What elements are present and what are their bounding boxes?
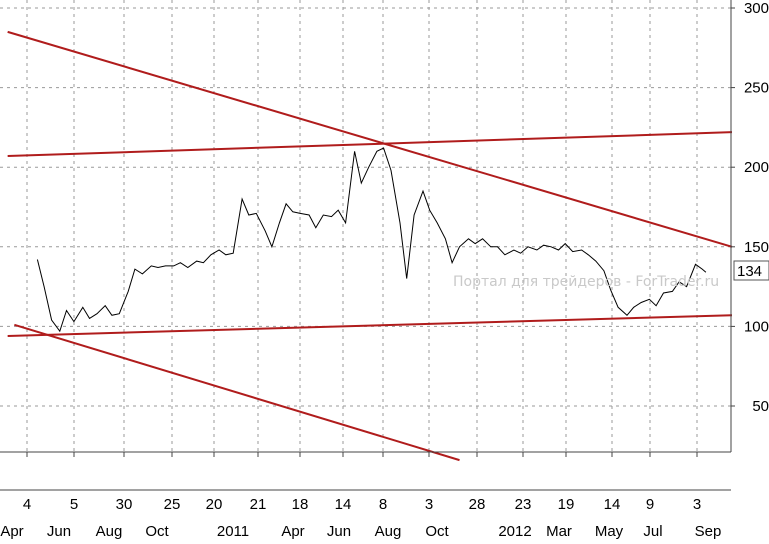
x-tick-label-day: 8 bbox=[379, 496, 387, 513]
x-tick-label-month: 2012 bbox=[498, 523, 531, 540]
trendline bbox=[7, 131, 733, 158]
y-tick-label: 100 bbox=[744, 318, 769, 335]
gridlines bbox=[0, 0, 731, 452]
x-tick-label-month: Mar bbox=[546, 523, 572, 540]
last-value-label: 134 bbox=[737, 263, 762, 280]
y-tick-label: 200 bbox=[744, 159, 769, 176]
trendline bbox=[14, 323, 460, 462]
x-tick-label-month: Sep bbox=[695, 523, 722, 540]
x-tick-label-day: 14 bbox=[335, 496, 352, 513]
x-tick-label-day: 14 bbox=[604, 496, 621, 513]
y-axis-ticks: 50 100 150 200 250 300 bbox=[731, 0, 769, 415]
x-tick-label-month: Jul bbox=[643, 523, 662, 540]
x-tick-label-month: Aug bbox=[96, 523, 123, 540]
x-tick-label-month: Oct bbox=[425, 523, 449, 540]
x-tick-label-day: 28 bbox=[469, 496, 486, 513]
last-value-marker: 134 bbox=[733, 260, 769, 281]
x-tick-label-day: 23 bbox=[515, 496, 532, 513]
trendline bbox=[7, 314, 733, 337]
x-tick-label-day: 19 bbox=[558, 496, 575, 513]
trendlines bbox=[7, 30, 733, 462]
x-tick-label-month: Aug bbox=[375, 523, 402, 540]
trendline bbox=[7, 30, 733, 248]
x-tick-label-day: 21 bbox=[250, 496, 267, 513]
x-tick-label-day: 3 bbox=[425, 496, 433, 513]
watermark-text: Портал для трейдеров - ForTrader.ru bbox=[453, 274, 720, 290]
y-tick-label: 250 bbox=[744, 80, 769, 97]
x-tick-label-month: Apr bbox=[0, 523, 23, 540]
x-tick-label-month: Jun bbox=[327, 523, 351, 540]
x-tick-label-day: 20 bbox=[206, 496, 223, 513]
x-tick-label-day: 5 bbox=[70, 496, 78, 513]
y-tick-label: 50 bbox=[752, 398, 769, 415]
x-tick-label-day: 4 bbox=[23, 496, 31, 513]
y-tick-label: 150 bbox=[744, 239, 769, 256]
x-tick-label-month: Jun bbox=[47, 523, 71, 540]
x-tick-label-day: 3 bbox=[693, 496, 701, 513]
x-tick-label-month: 2011 bbox=[217, 523, 249, 540]
axis-lines bbox=[0, 0, 732, 491]
x-tick-label-day: 9 bbox=[646, 496, 654, 513]
x-tick-label-month: May bbox=[595, 523, 624, 540]
price-series-line bbox=[36, 147, 707, 333]
x-tick-label-day: 25 bbox=[164, 496, 181, 513]
x-axis-ticks: 4 5 30 25 20 21 18 14 8 3 28 23 19 14 9 3 Apr Jun Aug Oct 20… bbox=[0, 452, 721, 540]
x-tick-label-month: Apr bbox=[281, 523, 304, 540]
last-value-box bbox=[733, 260, 769, 281]
x-tick-label-month: Oct bbox=[145, 523, 169, 540]
y-tick-label: 300 bbox=[744, 0, 769, 17]
x-tick-label-day: 30 bbox=[116, 496, 133, 513]
x-tick-label-day: 18 bbox=[292, 496, 309, 513]
